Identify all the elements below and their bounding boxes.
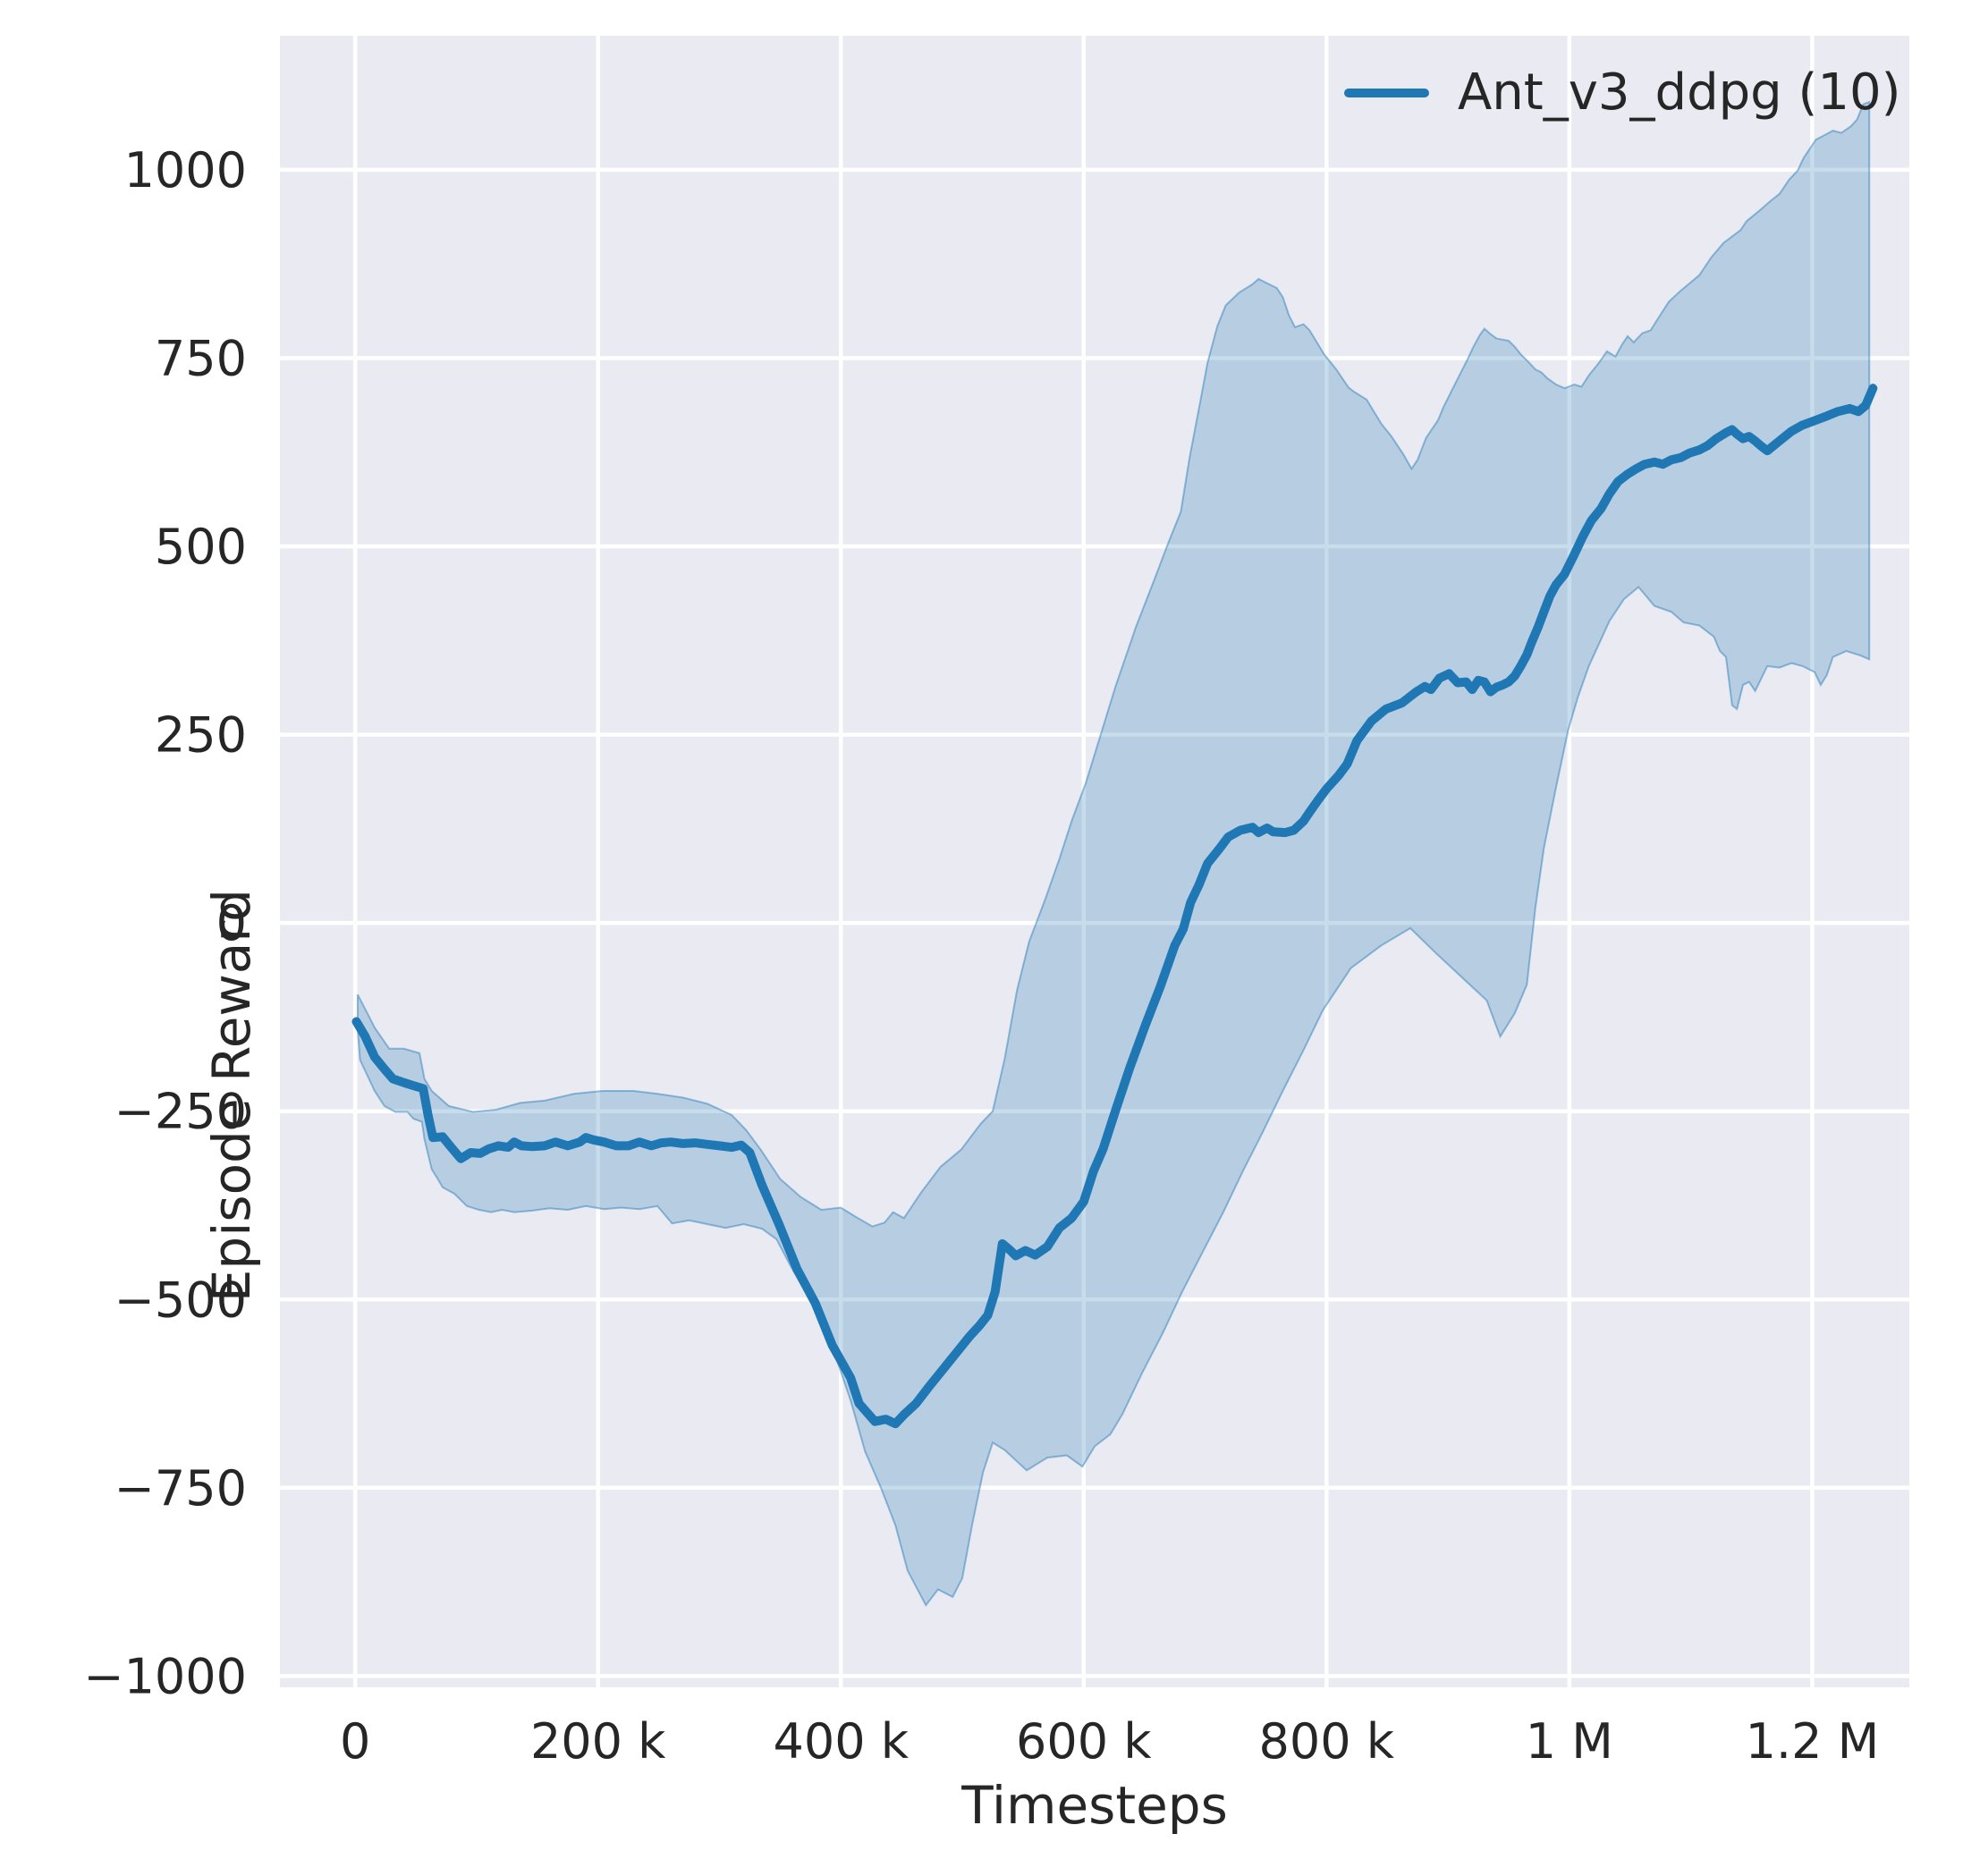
y-tick-label: −1000 bbox=[83, 1648, 247, 1704]
mean-line bbox=[351, 384, 1878, 1429]
x-tick-label: 1 M bbox=[1526, 1713, 1613, 1770]
y-tick-label: −250 bbox=[114, 1084, 247, 1140]
plot-area bbox=[280, 36, 1909, 1687]
x-tick-label: 200 k bbox=[530, 1713, 666, 1770]
legend-label: Ant_v3_ddpg (10) bbox=[1458, 63, 1901, 122]
y-tick-label: 500 bbox=[155, 519, 247, 575]
y-tick-label: 250 bbox=[155, 707, 247, 764]
confidence-band bbox=[357, 102, 1870, 1606]
x-tick-label: 600 k bbox=[1016, 1713, 1152, 1770]
x-tick-label: 400 k bbox=[773, 1713, 909, 1770]
x-tick-label: 800 k bbox=[1259, 1713, 1395, 1770]
y-tick-label: 750 bbox=[155, 330, 247, 386]
x-axis-title: Timesteps bbox=[961, 1775, 1228, 1836]
y-tick-label: 0 bbox=[216, 895, 247, 951]
y-tick-label: −500 bbox=[114, 1272, 247, 1328]
y-tick-label: −750 bbox=[114, 1460, 247, 1517]
legend-line-swatch bbox=[1344, 89, 1429, 97]
x-tick-label: 0 bbox=[340, 1713, 370, 1770]
x-tick-label: 1.2 M bbox=[1746, 1713, 1880, 1770]
y-tick-label: 1000 bbox=[124, 142, 247, 199]
y-axis-title: Episode Reward bbox=[201, 889, 263, 1303]
legend[interactable]: Ant_v3_ddpg (10) bbox=[1344, 64, 1900, 122]
confidence-band-edge bbox=[356, 100, 1871, 1608]
